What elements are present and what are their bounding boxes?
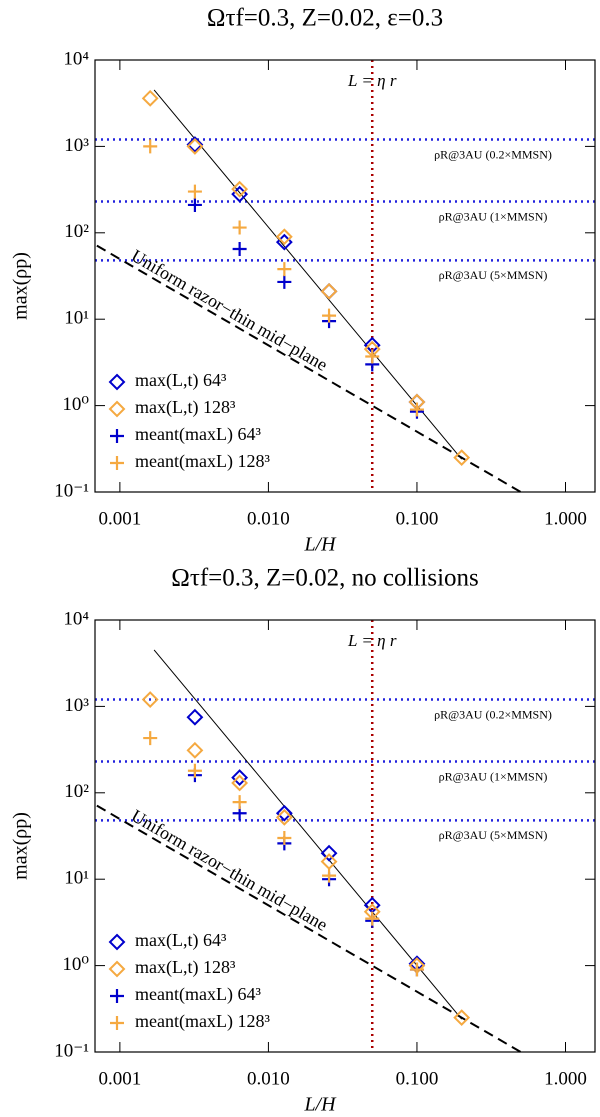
chart-title: Ωτf=0.3, Z=0.02, no collisions	[171, 565, 479, 592]
annotation: Uniform razor−thin mid−plane	[128, 805, 331, 934]
solid-line	[153, 649, 463, 1020]
annotation: Uniform razor−thin mid−plane	[128, 245, 331, 374]
legend-marker	[108, 373, 126, 391]
x-tick-label: 0.100	[396, 508, 439, 529]
data-point	[231, 180, 249, 198]
x-tick-label: 0.001	[99, 508, 142, 529]
x-axis-label: L/H	[303, 534, 337, 556]
data-point	[365, 349, 380, 364]
y-tick-label: 10²	[64, 221, 89, 242]
data-point	[320, 853, 338, 870]
solid-line	[153, 89, 463, 460]
x-tick-label: 1.000	[544, 1068, 587, 1089]
data-point	[187, 197, 202, 212]
legend-marker	[110, 1016, 124, 1030]
data-point	[277, 274, 292, 289]
reference-label: ρR@3AU (5×MMSN)	[439, 828, 548, 842]
legend-marker	[108, 960, 126, 978]
data-point	[186, 136, 204, 153]
data-point	[365, 911, 380, 926]
legend-marker	[110, 429, 124, 443]
y-tick-label: 10¹	[64, 308, 89, 329]
y-tick-label: 10⁴	[63, 48, 89, 69]
dashed-line	[96, 244, 522, 493]
reference-label: ρR@3AU (1×MMSN)	[439, 209, 548, 223]
data-point	[187, 763, 202, 778]
legend-label: max(L,t) 64³	[135, 370, 227, 391]
data-point	[277, 262, 292, 277]
data-point	[275, 228, 293, 246]
data-point	[320, 844, 338, 862]
reference-label: ρR@3AU (0.2×MMSN)	[434, 707, 552, 721]
x-tick-label: 0.100	[396, 1068, 439, 1089]
y-tick-label: 10¹	[64, 868, 89, 889]
x-axis-label: L/H	[303, 1094, 337, 1116]
legend-label: meant(maxL) 64³	[135, 424, 261, 445]
data-point	[231, 769, 249, 786]
x-tick-label: 1.000	[544, 508, 587, 529]
data-point	[141, 89, 159, 107]
legend-label: max(L,t) 128³	[135, 397, 236, 418]
data-point	[141, 691, 159, 708]
data-point	[232, 220, 247, 235]
legend-marker	[108, 400, 126, 418]
y-tick-label: 10³	[64, 695, 89, 716]
y-tick-label: 10⁰	[62, 394, 89, 415]
data-point	[275, 804, 293, 822]
legend-label: meant(maxL) 128³	[135, 451, 270, 472]
legend-marker	[108, 933, 126, 951]
data-point	[275, 808, 293, 826]
data-point	[186, 137, 204, 155]
data-point	[320, 282, 338, 300]
reference-label: L = η r	[347, 631, 397, 650]
y-axis-label: max(ρp)	[10, 252, 32, 320]
data-point	[231, 774, 249, 792]
data-point	[186, 708, 204, 726]
reference-label: ρR@3AU (0.2×MMSN)	[434, 147, 552, 161]
data-point	[232, 241, 247, 256]
legend-label: max(L,t) 64³	[135, 930, 227, 951]
data-point	[453, 449, 471, 467]
reference-label: L = η r	[347, 71, 397, 90]
legend-marker	[110, 989, 124, 1003]
x-tick-label: 0.001	[99, 1068, 142, 1089]
plot-frame	[94, 619, 596, 1053]
legend-label: max(L,t) 128³	[135, 957, 236, 978]
data-point	[186, 741, 204, 759]
data-point	[409, 402, 424, 417]
data-point	[232, 795, 247, 810]
reference-label: ρR@3AU (5×MMSN)	[439, 268, 548, 282]
data-point	[322, 308, 337, 323]
data-point	[409, 962, 424, 977]
y-tick-label: 10⁰	[62, 954, 89, 975]
y-tick-label: 10⁻¹	[54, 480, 89, 501]
plot-frame	[94, 59, 596, 493]
y-tick-label: 10³	[64, 135, 89, 156]
y-axis-label: max(ρp)	[10, 812, 32, 880]
chart-title: Ωτf=0.3, Z=0.02, ε=0.3	[207, 5, 443, 32]
legend-marker	[110, 456, 124, 470]
data-point	[143, 139, 158, 154]
dashed-line	[96, 804, 522, 1053]
legend-label: meant(maxL) 64³	[135, 984, 261, 1005]
data-point	[320, 282, 338, 300]
data-point	[187, 184, 202, 199]
x-tick-label: 0.010	[247, 508, 290, 529]
data-point	[453, 1009, 471, 1027]
data-point	[322, 868, 337, 883]
x-tick-label: 0.010	[247, 1068, 290, 1089]
y-tick-label: 10²	[64, 781, 89, 802]
y-tick-label: 10⁴	[63, 608, 89, 629]
reference-label: ρR@3AU (1×MMSN)	[439, 769, 548, 783]
y-tick-label: 10⁻¹	[54, 1040, 89, 1061]
legend-label: meant(maxL) 128³	[135, 1011, 270, 1032]
data-point	[277, 830, 292, 845]
data-point	[143, 731, 158, 746]
